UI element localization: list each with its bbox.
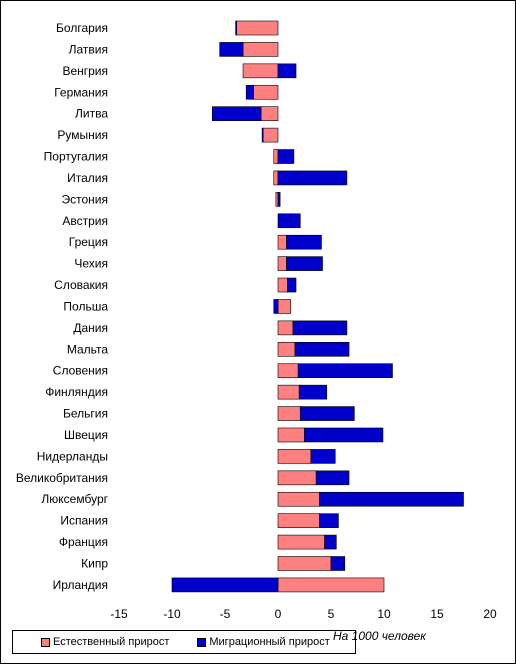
bar-natural bbox=[262, 127, 279, 143]
bar-migration bbox=[310, 449, 336, 464]
legend-item-migration: Миграционный прирост bbox=[197, 636, 330, 648]
bar-natural bbox=[277, 363, 299, 379]
bar-natural bbox=[277, 299, 292, 314]
bar-migration bbox=[299, 406, 355, 421]
bar-natural bbox=[242, 63, 279, 79]
bar-migration bbox=[235, 20, 237, 36]
bar-migration bbox=[304, 427, 384, 443]
category-label: Франция bbox=[59, 535, 108, 549]
bar-natural bbox=[277, 320, 294, 336]
bar-migration bbox=[286, 256, 323, 271]
bar-natural bbox=[275, 192, 279, 207]
category-label: Швеция bbox=[64, 428, 108, 442]
bar-migration bbox=[324, 534, 337, 550]
category-label: Литва bbox=[75, 107, 108, 121]
category-label: Мальта bbox=[67, 342, 108, 356]
category-label: Италия bbox=[67, 171, 108, 185]
bar-migration bbox=[297, 363, 393, 379]
bar-natural bbox=[277, 341, 296, 357]
category-label: Словакия bbox=[54, 278, 108, 292]
category-label: Дания bbox=[73, 321, 108, 335]
bar-migration bbox=[219, 42, 244, 57]
category-label: Германия bbox=[54, 85, 108, 99]
bar-migration bbox=[286, 234, 322, 250]
x-tick-label: 20 bbox=[483, 607, 497, 621]
x-tick-label: 15 bbox=[430, 607, 444, 621]
category-label: Ирландия bbox=[53, 578, 108, 592]
category-label: Венгрия bbox=[62, 64, 108, 78]
category-label: Австрия bbox=[62, 214, 108, 228]
bar-natural bbox=[277, 384, 300, 400]
bar-migration bbox=[277, 170, 348, 186]
legend-label-migration: Миграционный прирост bbox=[209, 636, 330, 648]
bar-natural bbox=[277, 513, 320, 528]
bar-migration bbox=[287, 277, 297, 293]
category-label: Румыния bbox=[57, 128, 108, 142]
bar-natural bbox=[277, 470, 317, 486]
bar-natural bbox=[277, 556, 332, 571]
bar-migration bbox=[330, 556, 346, 571]
x-tick-label: 5 bbox=[328, 607, 335, 621]
bar-natural bbox=[277, 256, 287, 271]
bar-migration bbox=[261, 127, 264, 143]
bar-migration bbox=[277, 192, 281, 207]
bar-migration bbox=[294, 341, 350, 357]
bar-natural bbox=[242, 42, 279, 57]
bar-natural bbox=[273, 170, 279, 186]
legend-swatch-migration bbox=[197, 637, 207, 647]
category-label: Эстония bbox=[62, 192, 109, 206]
bar-natural bbox=[277, 577, 385, 593]
legend-swatch-natural bbox=[41, 637, 50, 647]
category-label: Нидерланды bbox=[37, 449, 108, 463]
bar-migration bbox=[319, 491, 464, 507]
bar-migration bbox=[273, 299, 279, 314]
unit-note: На 1000 человек bbox=[333, 629, 426, 643]
category-label: Бельгия bbox=[63, 407, 108, 421]
bar-natural bbox=[277, 449, 312, 464]
bar-natural bbox=[277, 534, 325, 550]
bar-natural bbox=[273, 149, 279, 164]
category-label: Финляндия bbox=[45, 385, 108, 399]
bar-migration bbox=[277, 213, 301, 229]
bar-natural bbox=[277, 491, 320, 507]
x-tick-label: 0 bbox=[275, 607, 282, 621]
bar-natural bbox=[236, 20, 279, 36]
bar-migration bbox=[171, 577, 279, 593]
category-label: Польша bbox=[63, 299, 108, 313]
bar-natural bbox=[277, 277, 288, 293]
x-tick-label: 10 bbox=[377, 607, 391, 621]
category-label: Люксембург bbox=[41, 492, 108, 506]
category-label: Кипр bbox=[81, 557, 108, 571]
category-label: Великобритания bbox=[16, 471, 108, 485]
category-label: Латвия bbox=[69, 42, 108, 56]
legend: Естественный прирост Миграционный прирос… bbox=[12, 630, 356, 654]
bar-migration bbox=[277, 63, 297, 79]
bar-migration bbox=[277, 149, 295, 164]
category-label: Словения bbox=[53, 364, 108, 378]
bar-migration bbox=[315, 470, 350, 486]
x-tick-label: -5 bbox=[220, 607, 231, 621]
category-label: Испания bbox=[60, 514, 108, 528]
bar-natural bbox=[277, 234, 287, 250]
bar-natural bbox=[260, 106, 279, 121]
category-label: Болгария bbox=[56, 21, 108, 35]
bar-migration bbox=[319, 513, 339, 528]
bar-migration bbox=[211, 106, 262, 121]
category-label: Португалия bbox=[44, 150, 108, 164]
x-tick-label: -10 bbox=[163, 607, 181, 621]
category-label: Греция bbox=[69, 235, 108, 249]
bar-migration bbox=[298, 384, 328, 400]
bar-natural bbox=[253, 84, 279, 100]
bar-natural bbox=[277, 427, 305, 443]
bar-migration bbox=[245, 84, 254, 100]
category-label: Чехия bbox=[74, 257, 108, 271]
bar-migration bbox=[292, 320, 348, 336]
x-tick-label: -15 bbox=[110, 607, 128, 621]
legend-item-natural: Естественный прирост bbox=[41, 636, 169, 648]
legend-label-natural: Естественный прирост bbox=[53, 636, 170, 648]
bar-natural bbox=[277, 406, 301, 421]
